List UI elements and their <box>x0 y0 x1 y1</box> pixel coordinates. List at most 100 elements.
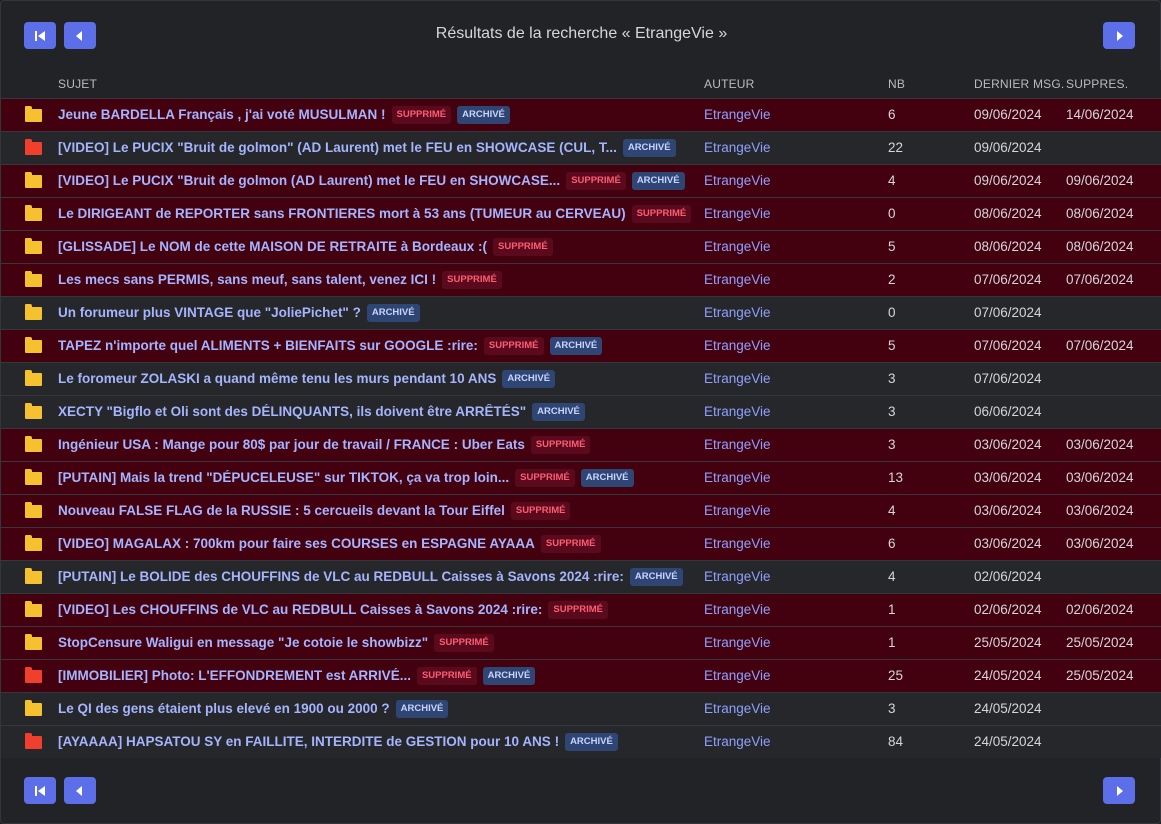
author-cell: EtrangeVie <box>704 692 888 725</box>
first-page-button-bottom[interactable] <box>24 777 56 804</box>
table-row[interactable]: XECTY "Bigflo et Oli sont des DÉLINQUANT… <box>1 395 1161 428</box>
table-row[interactable]: [GLISSADE] Le NOM de cette MAISON DE RET… <box>1 230 1161 263</box>
author-link[interactable]: EtrangeVie <box>704 503 771 518</box>
author-cell: EtrangeVie <box>704 296 888 329</box>
author-link[interactable]: EtrangeVie <box>704 371 771 386</box>
author-link[interactable]: EtrangeVie <box>704 338 771 353</box>
subject-cell: [GLISSADE] Le NOM de cette MAISON DE RET… <box>58 230 704 263</box>
header-subject[interactable]: SUJET <box>58 77 98 92</box>
topic-link[interactable]: XECTY "Bigflo et Oli sont des DÉLINQUANT… <box>58 404 527 419</box>
table-row[interactable]: Les mecs sans PERMIS, sans meuf, sans ta… <box>1 263 1161 296</box>
header-last-message[interactable]: DERNIER MSG. <box>974 77 1065 92</box>
author-link[interactable]: EtrangeVie <box>704 668 771 683</box>
author-link[interactable]: EtrangeVie <box>704 272 771 287</box>
topic-link[interactable]: StopCensure Waligui en message "Je cotoi… <box>58 635 429 650</box>
table-row[interactable]: [VIDEO] MAGALAX : 700km pour faire ses C… <box>1 527 1161 560</box>
table-row[interactable]: Le DIRIGEANT de REPORTER sans FRONTIERES… <box>1 197 1161 230</box>
author-link[interactable]: EtrangeVie <box>704 602 771 617</box>
subject-cell: StopCensure Waligui en message "Je cotoi… <box>58 626 704 659</box>
topic-link[interactable]: Jeune BARDELLA Français , j'ai voté MUSU… <box>58 107 386 122</box>
deletion-date: 07/06/2024 <box>1066 272 1134 287</box>
table-row[interactable]: [AYAAAA] HAPSATOU SY en FAILLITE, INTERD… <box>1 725 1161 758</box>
first-page-button[interactable] <box>24 22 56 49</box>
table-row[interactable]: [PUTAIN] Mais la trend "DÉPUCELEUSE" sur… <box>1 461 1161 494</box>
subject-cell: Le QI des gens étaient plus elevé en 190… <box>58 692 704 725</box>
author-link[interactable]: EtrangeVie <box>704 701 771 716</box>
deletion-date: 08/06/2024 <box>1066 239 1134 254</box>
topic-link[interactable]: [VIDEO] MAGALAX : 700km pour faire ses C… <box>58 536 535 551</box>
author-link[interactable]: EtrangeVie <box>704 173 771 188</box>
table-row[interactable]: [VIDEO] Le PUCIX "Bruit de golmon (AD La… <box>1 164 1161 197</box>
header-icon <box>1 70 58 98</box>
folder-icon <box>25 337 42 353</box>
topic-link[interactable]: [VIDEO] Le PUCIX "Bruit de golmon (AD La… <box>58 173 561 188</box>
topic-link[interactable]: [GLISSADE] Le NOM de cette MAISON DE RET… <box>58 239 488 254</box>
table-row[interactable]: Un forumeur plus VINTAGE que "JoliePiche… <box>1 296 1161 329</box>
topic-link[interactable]: Le foromeur ZOLASKI a quand même tenu le… <box>58 371 497 386</box>
table-row[interactable]: Ingénieur USA : Mange pour 80$ par jour … <box>1 428 1161 461</box>
author-link[interactable]: EtrangeVie <box>704 305 771 320</box>
previous-page-button[interactable] <box>64 22 96 49</box>
next-page-button-bottom[interactable] <box>1103 777 1135 804</box>
folder-icon <box>25 106 42 122</box>
table-row[interactable]: Le QI des gens étaient plus elevé en 190… <box>1 692 1161 725</box>
author-link[interactable]: EtrangeVie <box>704 239 771 254</box>
author-link[interactable]: EtrangeVie <box>704 206 771 221</box>
topic-link[interactable]: [AYAAAA] HAPSATOU SY en FAILLITE, INTERD… <box>58 734 560 750</box>
header-deleted[interactable]: SUPPRES. <box>1066 77 1129 92</box>
row-icon-cell <box>1 659 58 692</box>
topic-link[interactable]: Nouveau FALSE FLAG de la RUSSIE : 5 cerc… <box>58 503 505 518</box>
next-page-button[interactable] <box>1103 22 1135 49</box>
deleted-badge: SUPPRIMÉ <box>434 633 494 652</box>
table-row[interactable]: [PUTAIN] Le BOLIDE des CHOUFFINS de VLC … <box>1 560 1161 593</box>
author-link[interactable]: EtrangeVie <box>704 635 771 650</box>
topic-link[interactable]: TAPEZ n'importe quel ALIMENTS + BIENFAIT… <box>58 338 478 353</box>
author-link[interactable]: EtrangeVie <box>704 107 771 122</box>
topic-link[interactable]: Un forumeur plus VINTAGE que "JoliePiche… <box>58 305 361 320</box>
message-count: 22 <box>888 140 904 155</box>
deletion-date <box>1066 692 1161 725</box>
header-author[interactable]: AUTEUR <box>704 77 755 92</box>
author-link[interactable]: EtrangeVie <box>704 404 771 419</box>
message-count: 3 <box>888 437 896 452</box>
table-row[interactable]: Le foromeur ZOLASKI a quand même tenu le… <box>1 362 1161 395</box>
previous-page-button-bottom[interactable] <box>64 777 96 804</box>
topic-link[interactable]: Le DIRIGEANT de REPORTER sans FRONTIERES… <box>58 206 626 221</box>
folder-icon <box>25 238 42 254</box>
row-icon-cell <box>1 296 58 329</box>
table-row[interactable]: [VIDEO] Les CHOUFFINS de VLC au REDBULL … <box>1 593 1161 626</box>
table-row[interactable]: Nouveau FALSE FLAG de la RUSSIE : 5 cerc… <box>1 494 1161 527</box>
folder-icon <box>25 700 42 716</box>
author-link[interactable]: EtrangeVie <box>704 536 771 551</box>
author-link[interactable]: EtrangeVie <box>704 470 771 485</box>
topic-link[interactable]: Le QI des gens étaient plus elevé en 190… <box>58 701 390 716</box>
message-count: 0 <box>888 206 896 221</box>
table-row[interactable]: TAPEZ n'importe quel ALIMENTS + BIENFAIT… <box>1 329 1161 362</box>
folder-icon <box>25 370 42 386</box>
header-nb[interactable]: NB <box>888 77 906 92</box>
topic-link[interactable]: [IMMOBILIER] Photo: L'EFFONDREMENT est A… <box>58 668 411 683</box>
topic-link[interactable]: Les mecs sans PERMIS, sans meuf, sans ta… <box>58 272 437 287</box>
message-count: 4 <box>888 569 896 584</box>
table-row[interactable]: [VIDEO] Le PUCIX "Bruit de golmon" (AD L… <box>1 131 1161 164</box>
table-row[interactable]: StopCensure Waligui en message "Je cotoi… <box>1 626 1161 659</box>
topic-link[interactable]: [VIDEO] Les CHOUFFINS de VLC au REDBULL … <box>58 602 543 617</box>
author-cell: EtrangeVie <box>704 494 888 527</box>
topic-link[interactable]: [VIDEO] Le PUCIX "Bruit de golmon" (AD L… <box>58 140 617 155</box>
last-message-date: 24/05/2024 <box>974 701 1042 716</box>
author-link[interactable]: EtrangeVie <box>704 569 771 584</box>
table-row[interactable]: Jeune BARDELLA Français , j'ai voté MUSU… <box>1 98 1161 131</box>
deleted-badge: SUPPRIMÉ <box>566 171 626 190</box>
last-message-date: 03/06/2024 <box>974 536 1042 551</box>
table-row[interactable]: [IMMOBILIER] Photo: L'EFFONDREMENT est A… <box>1 659 1161 692</box>
topic-link[interactable]: Ingénieur USA : Mange pour 80$ par jour … <box>58 437 525 452</box>
topic-link[interactable]: [PUTAIN] Mais la trend "DÉPUCELEUSE" sur… <box>58 470 510 485</box>
topic-link[interactable]: [PUTAIN] Le BOLIDE des CHOUFFINS de VLC … <box>58 569 624 584</box>
subject-cell: [VIDEO] Les CHOUFFINS de VLC au REDBULL … <box>58 593 704 626</box>
author-link[interactable]: EtrangeVie <box>704 734 771 750</box>
archived-badge: ARCHIVÉ <box>532 402 585 421</box>
author-link[interactable]: EtrangeVie <box>704 140 771 155</box>
author-link[interactable]: EtrangeVie <box>704 437 771 452</box>
deletion-date <box>1066 560 1161 593</box>
message-count: 5 <box>888 239 896 254</box>
